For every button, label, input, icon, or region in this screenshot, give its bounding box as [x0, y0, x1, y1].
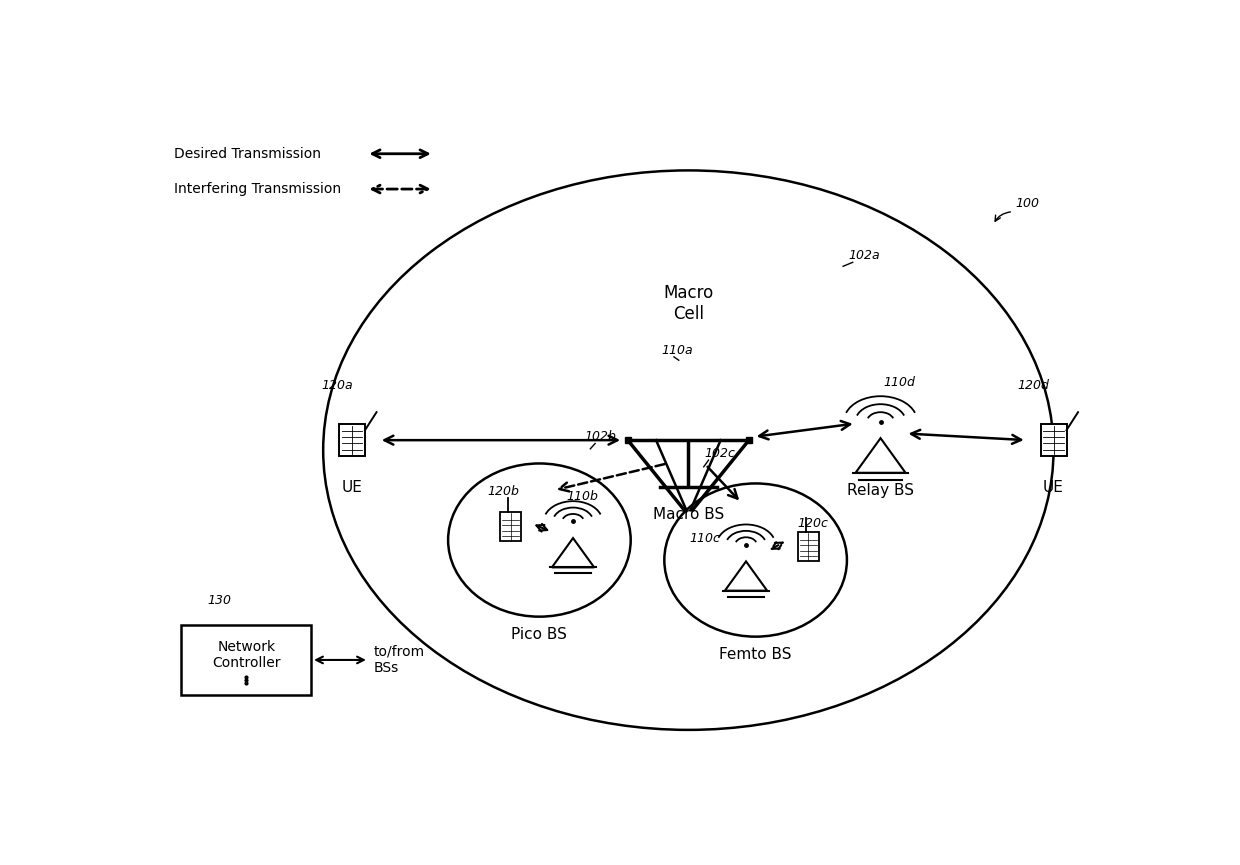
Bar: [1040, 424, 1066, 456]
Text: 120d: 120d: [1017, 379, 1049, 392]
Text: Macro
Cell: Macro Cell: [663, 285, 713, 323]
Text: Desired Transmission: Desired Transmission: [174, 147, 321, 161]
Text: 102c: 102c: [704, 447, 735, 460]
Text: UE: UE: [1043, 480, 1064, 495]
Text: Interfering Transmission: Interfering Transmission: [174, 182, 341, 196]
Text: Relay BS: Relay BS: [847, 484, 914, 498]
Bar: [339, 424, 365, 456]
Text: Macro BS: Macro BS: [652, 507, 724, 522]
Text: 120a: 120a: [321, 379, 353, 392]
Text: 120c: 120c: [797, 517, 828, 530]
Bar: [500, 512, 521, 541]
Text: 110a: 110a: [661, 344, 693, 357]
Text: 130: 130: [208, 593, 232, 606]
Bar: [181, 625, 311, 695]
Text: 110b: 110b: [567, 490, 598, 503]
Text: UE: UE: [341, 480, 362, 495]
Text: 110d: 110d: [883, 376, 915, 389]
Text: 102a: 102a: [849, 249, 880, 262]
Text: 120b: 120b: [487, 485, 520, 498]
Text: 110c: 110c: [689, 532, 720, 546]
Text: 102b: 102b: [584, 431, 616, 444]
Text: to/from
BSs: to/from BSs: [373, 644, 425, 675]
Text: Network
Controller: Network Controller: [212, 639, 280, 670]
Text: 100: 100: [1016, 197, 1039, 210]
Text: Femto BS: Femto BS: [719, 647, 792, 662]
Text: Pico BS: Pico BS: [511, 626, 568, 642]
Bar: [797, 532, 820, 561]
